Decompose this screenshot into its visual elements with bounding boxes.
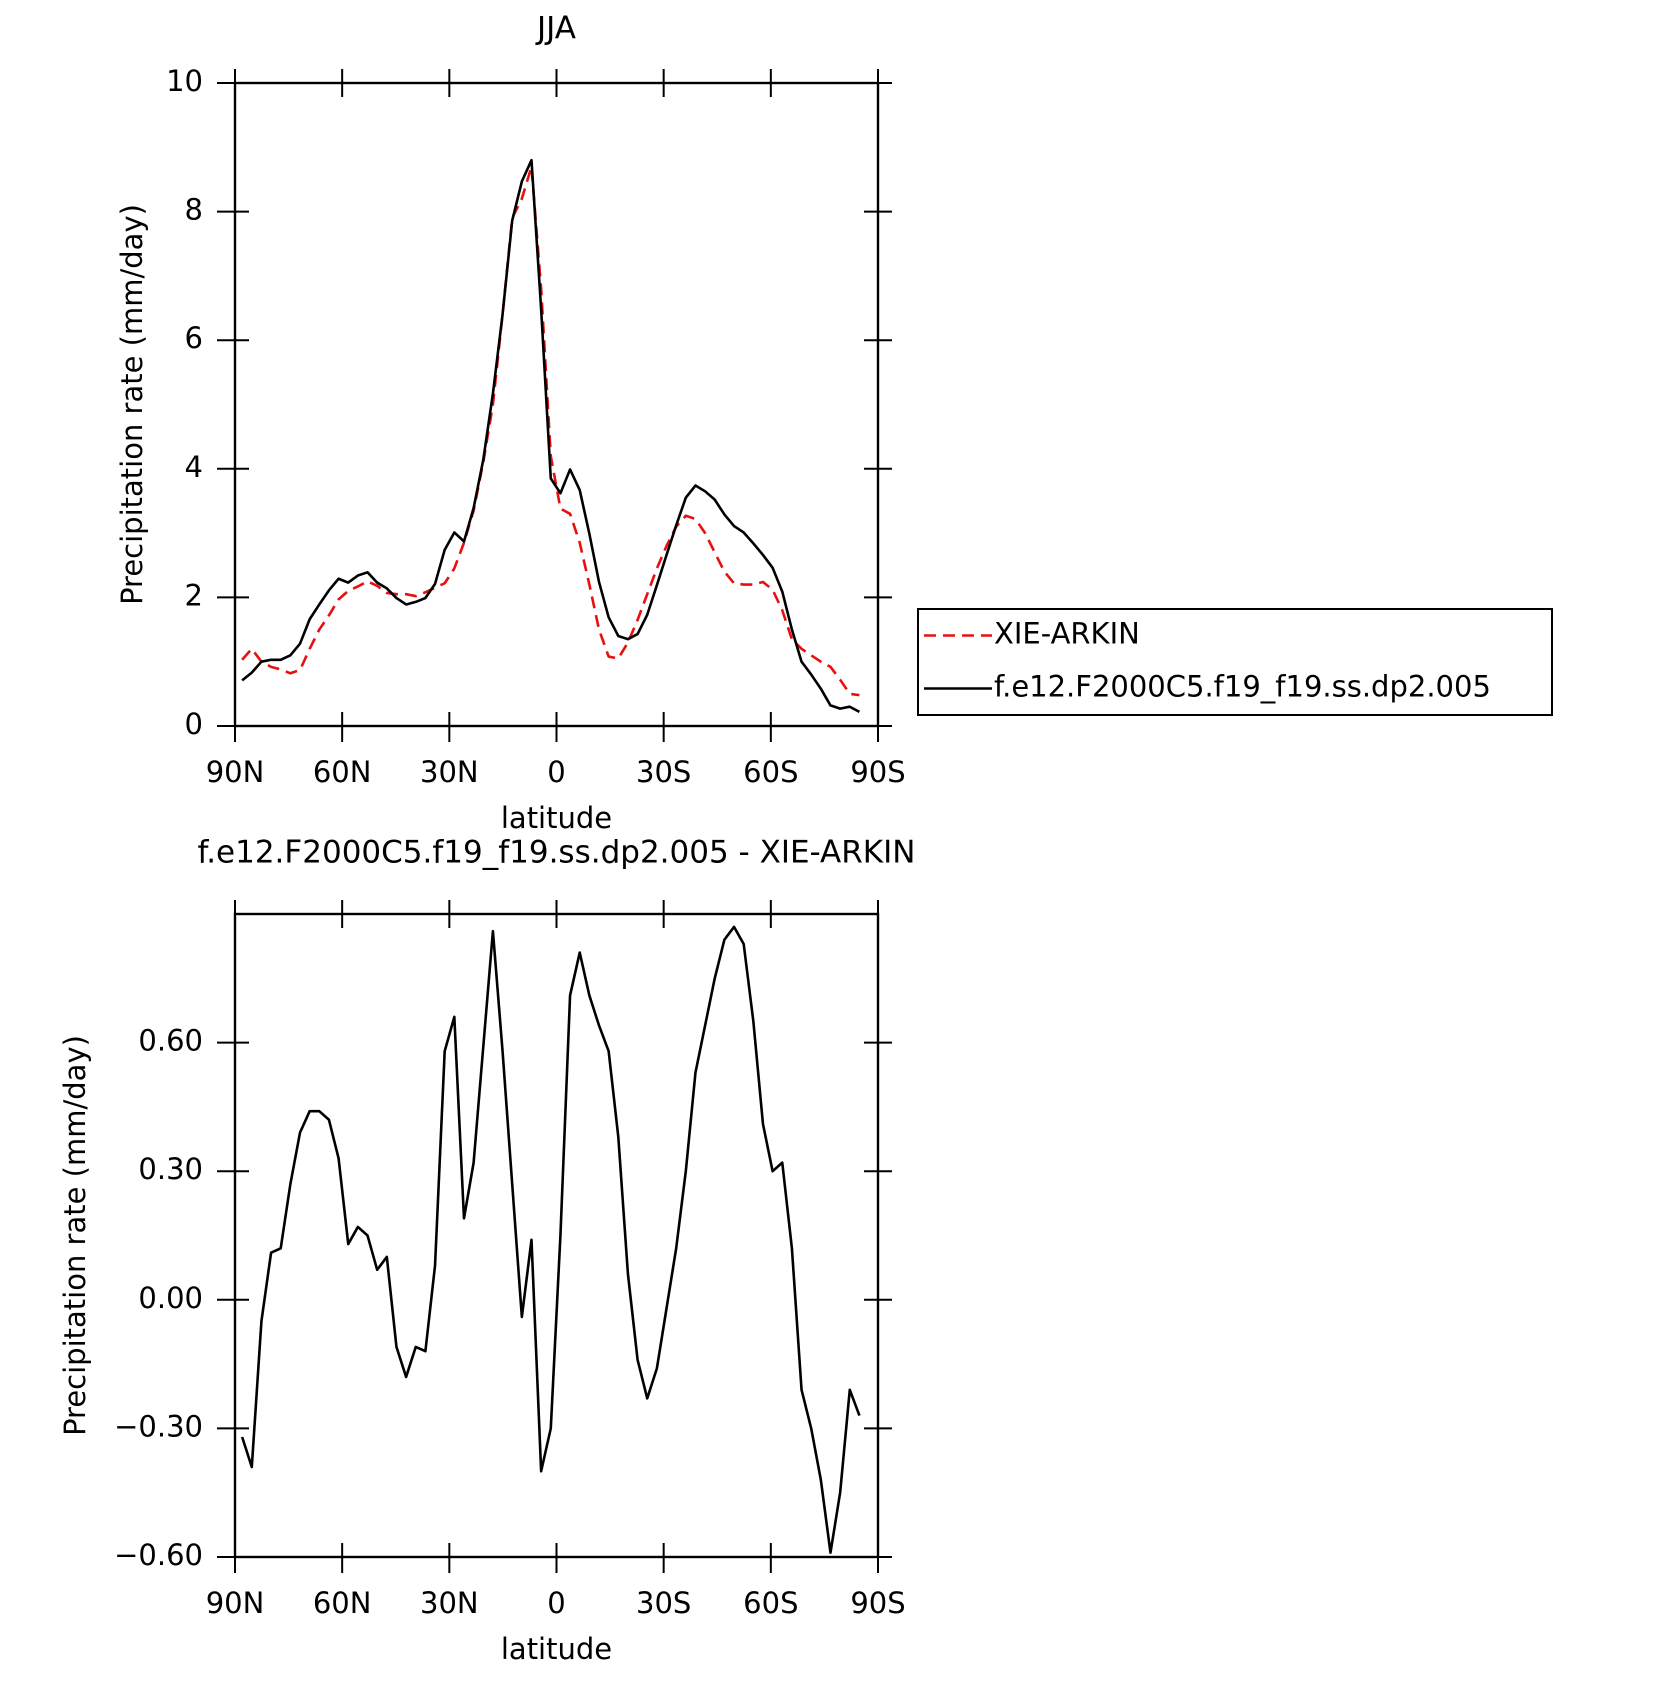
plot-frame [233, 81, 880, 728]
x-tick-label: 60N [313, 755, 372, 789]
y-tick-label: 10 [166, 64, 203, 98]
y-axis-label: Precipitation rate (mm/day) [115, 204, 149, 605]
chart-title: JJA [535, 11, 576, 47]
chart-title: f.e12.F2000C5.f19_f19.ss.dp2.005 - XIE-A… [198, 835, 916, 871]
y-tick-label: 0.60 [138, 1024, 203, 1058]
x-tick-label: 90S [850, 755, 905, 789]
y-tick-label: 6 [185, 321, 203, 355]
x-tick-label: 60N [313, 1586, 372, 1620]
legend-label: XIE-ARKIN [994, 617, 1140, 651]
x-axis-label: latitude [501, 801, 612, 835]
x-tick-label: 30S [636, 755, 691, 789]
data-line [240, 925, 861, 1555]
x-tick-label: 60S [743, 1586, 798, 1620]
legend-label: f.e12.F2000C5.f19_f19.ss.dp2.005 [994, 670, 1491, 704]
x-tick-label: 30S [636, 1586, 691, 1620]
y-tick-label: 0.30 [138, 1152, 203, 1186]
data-line [241, 165, 860, 697]
x-tick-label: 90S [850, 1586, 905, 1620]
data-line [241, 158, 861, 713]
x-tick-label: 60S [743, 755, 798, 789]
y-tick-label: −0.30 [114, 1409, 203, 1443]
x-tick-label: 0 [547, 755, 565, 789]
y-tick-label: −0.60 [114, 1538, 203, 1572]
y-tick-label: 8 [185, 193, 203, 227]
y-tick-label: 0.00 [138, 1281, 203, 1315]
x-tick-label: 90N [206, 1586, 265, 1620]
plot-frame [233, 912, 880, 1559]
y-tick-label: 2 [185, 578, 203, 612]
x-axis-label: latitude [501, 1632, 612, 1666]
x-tick-label: 30N [420, 1586, 479, 1620]
y-axis-label: Precipitation rate (mm/day) [58, 1035, 92, 1436]
y-tick-label: 0 [185, 707, 203, 741]
y-tick-label: 4 [185, 450, 203, 484]
x-tick-label: 30N [420, 755, 479, 789]
x-tick-label: 90N [206, 755, 265, 789]
legend-box [917, 608, 1553, 716]
x-tick-label: 0 [547, 1586, 565, 1620]
